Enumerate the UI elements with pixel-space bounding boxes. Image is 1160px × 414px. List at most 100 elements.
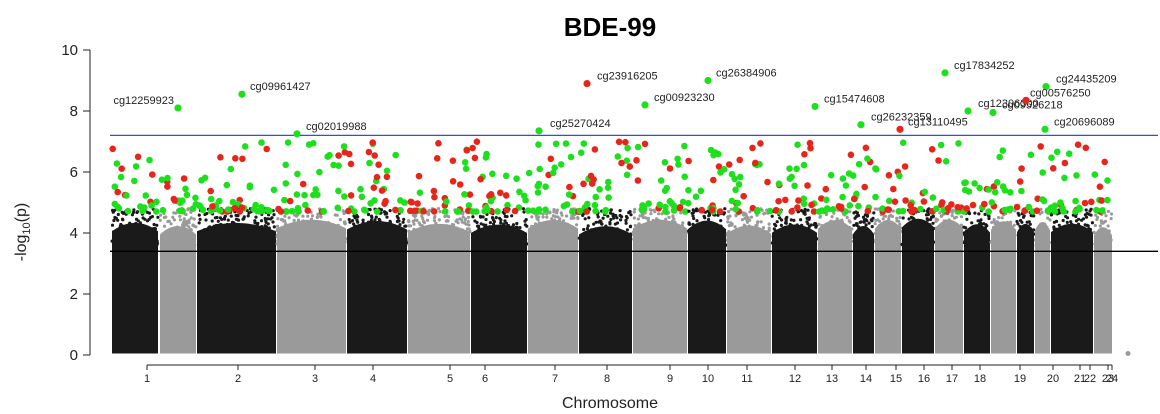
hit-point — [462, 165, 470, 172]
snp-point — [613, 222, 618, 226]
snp-point — [211, 236, 216, 240]
snp-point — [1083, 228, 1087, 232]
snp-point — [824, 224, 829, 228]
hit-point — [335, 152, 342, 159]
hit-point — [853, 190, 860, 198]
snp-point — [596, 215, 600, 219]
snp-point — [407, 224, 411, 228]
snp-point — [834, 219, 838, 223]
snp-point — [932, 226, 936, 231]
snp-point — [803, 212, 807, 216]
snp-point — [639, 235, 643, 239]
snp-point — [725, 238, 730, 242]
hit-point — [365, 148, 373, 156]
hit-point — [656, 201, 663, 208]
hit-point — [378, 187, 386, 194]
hit-point — [847, 151, 855, 159]
snp-point — [1088, 209, 1092, 213]
snp-point — [351, 239, 355, 243]
snp-point — [584, 234, 589, 238]
snp-point — [528, 232, 533, 236]
snp-point — [481, 215, 485, 219]
snp-point — [1092, 230, 1096, 235]
snp-point — [802, 234, 806, 238]
snp-point — [276, 224, 280, 228]
hit-point — [371, 197, 378, 204]
plot-area — [109, 134, 1158, 356]
snp-point — [205, 234, 209, 239]
snp-point — [359, 243, 363, 247]
snp-point — [301, 214, 305, 218]
snp-point — [868, 242, 873, 246]
hit-point — [908, 207, 915, 215]
snp-point — [883, 235, 887, 239]
hit-point — [981, 200, 988, 208]
snp-point — [330, 231, 334, 235]
snp-point — [623, 234, 627, 238]
snp-point — [1075, 239, 1079, 243]
snp-point — [779, 223, 784, 227]
snp-point — [266, 229, 270, 233]
hit-point — [736, 156, 743, 164]
snp-point — [929, 217, 933, 222]
snp-point — [376, 242, 380, 246]
hit-point — [634, 143, 642, 151]
snp-point — [1084, 215, 1089, 219]
snp-point — [508, 228, 512, 232]
snp-point — [573, 242, 577, 246]
snp-point — [503, 233, 507, 237]
snp-point — [604, 224, 608, 228]
hit-point — [584, 200, 591, 208]
snp-point — [1055, 242, 1059, 246]
snp-point — [1096, 215, 1100, 219]
snp-point — [747, 224, 751, 228]
hit-point — [347, 160, 355, 168]
snp-point — [726, 216, 730, 220]
snp-point — [635, 234, 639, 238]
snp-point — [192, 217, 196, 221]
snp-point — [951, 229, 955, 234]
snp-point — [1090, 242, 1094, 246]
snp-point — [407, 237, 412, 241]
snp-point — [644, 216, 648, 220]
snp-point — [557, 236, 561, 240]
snp-point — [568, 225, 572, 230]
snp-point — [830, 215, 834, 219]
snp-point — [474, 235, 478, 239]
snp-point — [681, 221, 685, 225]
snp-point — [830, 228, 834, 232]
snp-point — [480, 238, 484, 242]
hit-point — [466, 191, 474, 198]
hit-point — [494, 208, 501, 215]
snp-point — [955, 239, 959, 243]
snp-point — [255, 238, 259, 242]
hit-point — [192, 194, 199, 202]
snp-point — [865, 233, 869, 237]
snp-point — [744, 233, 748, 237]
hit-point — [224, 206, 232, 213]
hit-point — [662, 208, 669, 215]
snp-point — [160, 233, 164, 237]
snp-point — [587, 229, 592, 233]
snp-point — [308, 234, 312, 238]
hit-point — [250, 205, 257, 213]
snp-point — [324, 221, 328, 226]
snp-point — [967, 212, 972, 216]
hit-point — [725, 161, 733, 168]
snp-point — [197, 230, 201, 234]
snp-point — [761, 226, 766, 230]
snp-point — [887, 217, 891, 221]
snp-point — [863, 213, 868, 217]
snp-point — [748, 218, 752, 222]
snp-point — [275, 227, 280, 231]
snp-point — [391, 232, 395, 236]
snp-point — [203, 212, 207, 217]
chromosome-20-band — [991, 221, 1016, 354]
snp-point — [203, 237, 207, 241]
snp-point — [675, 233, 679, 237]
snp-point — [141, 225, 145, 229]
hit-point — [605, 194, 612, 201]
annotation-label-cg12259923: cg12259923 — [113, 95, 174, 107]
hit-point — [591, 201, 599, 209]
snp-point — [838, 243, 842, 247]
